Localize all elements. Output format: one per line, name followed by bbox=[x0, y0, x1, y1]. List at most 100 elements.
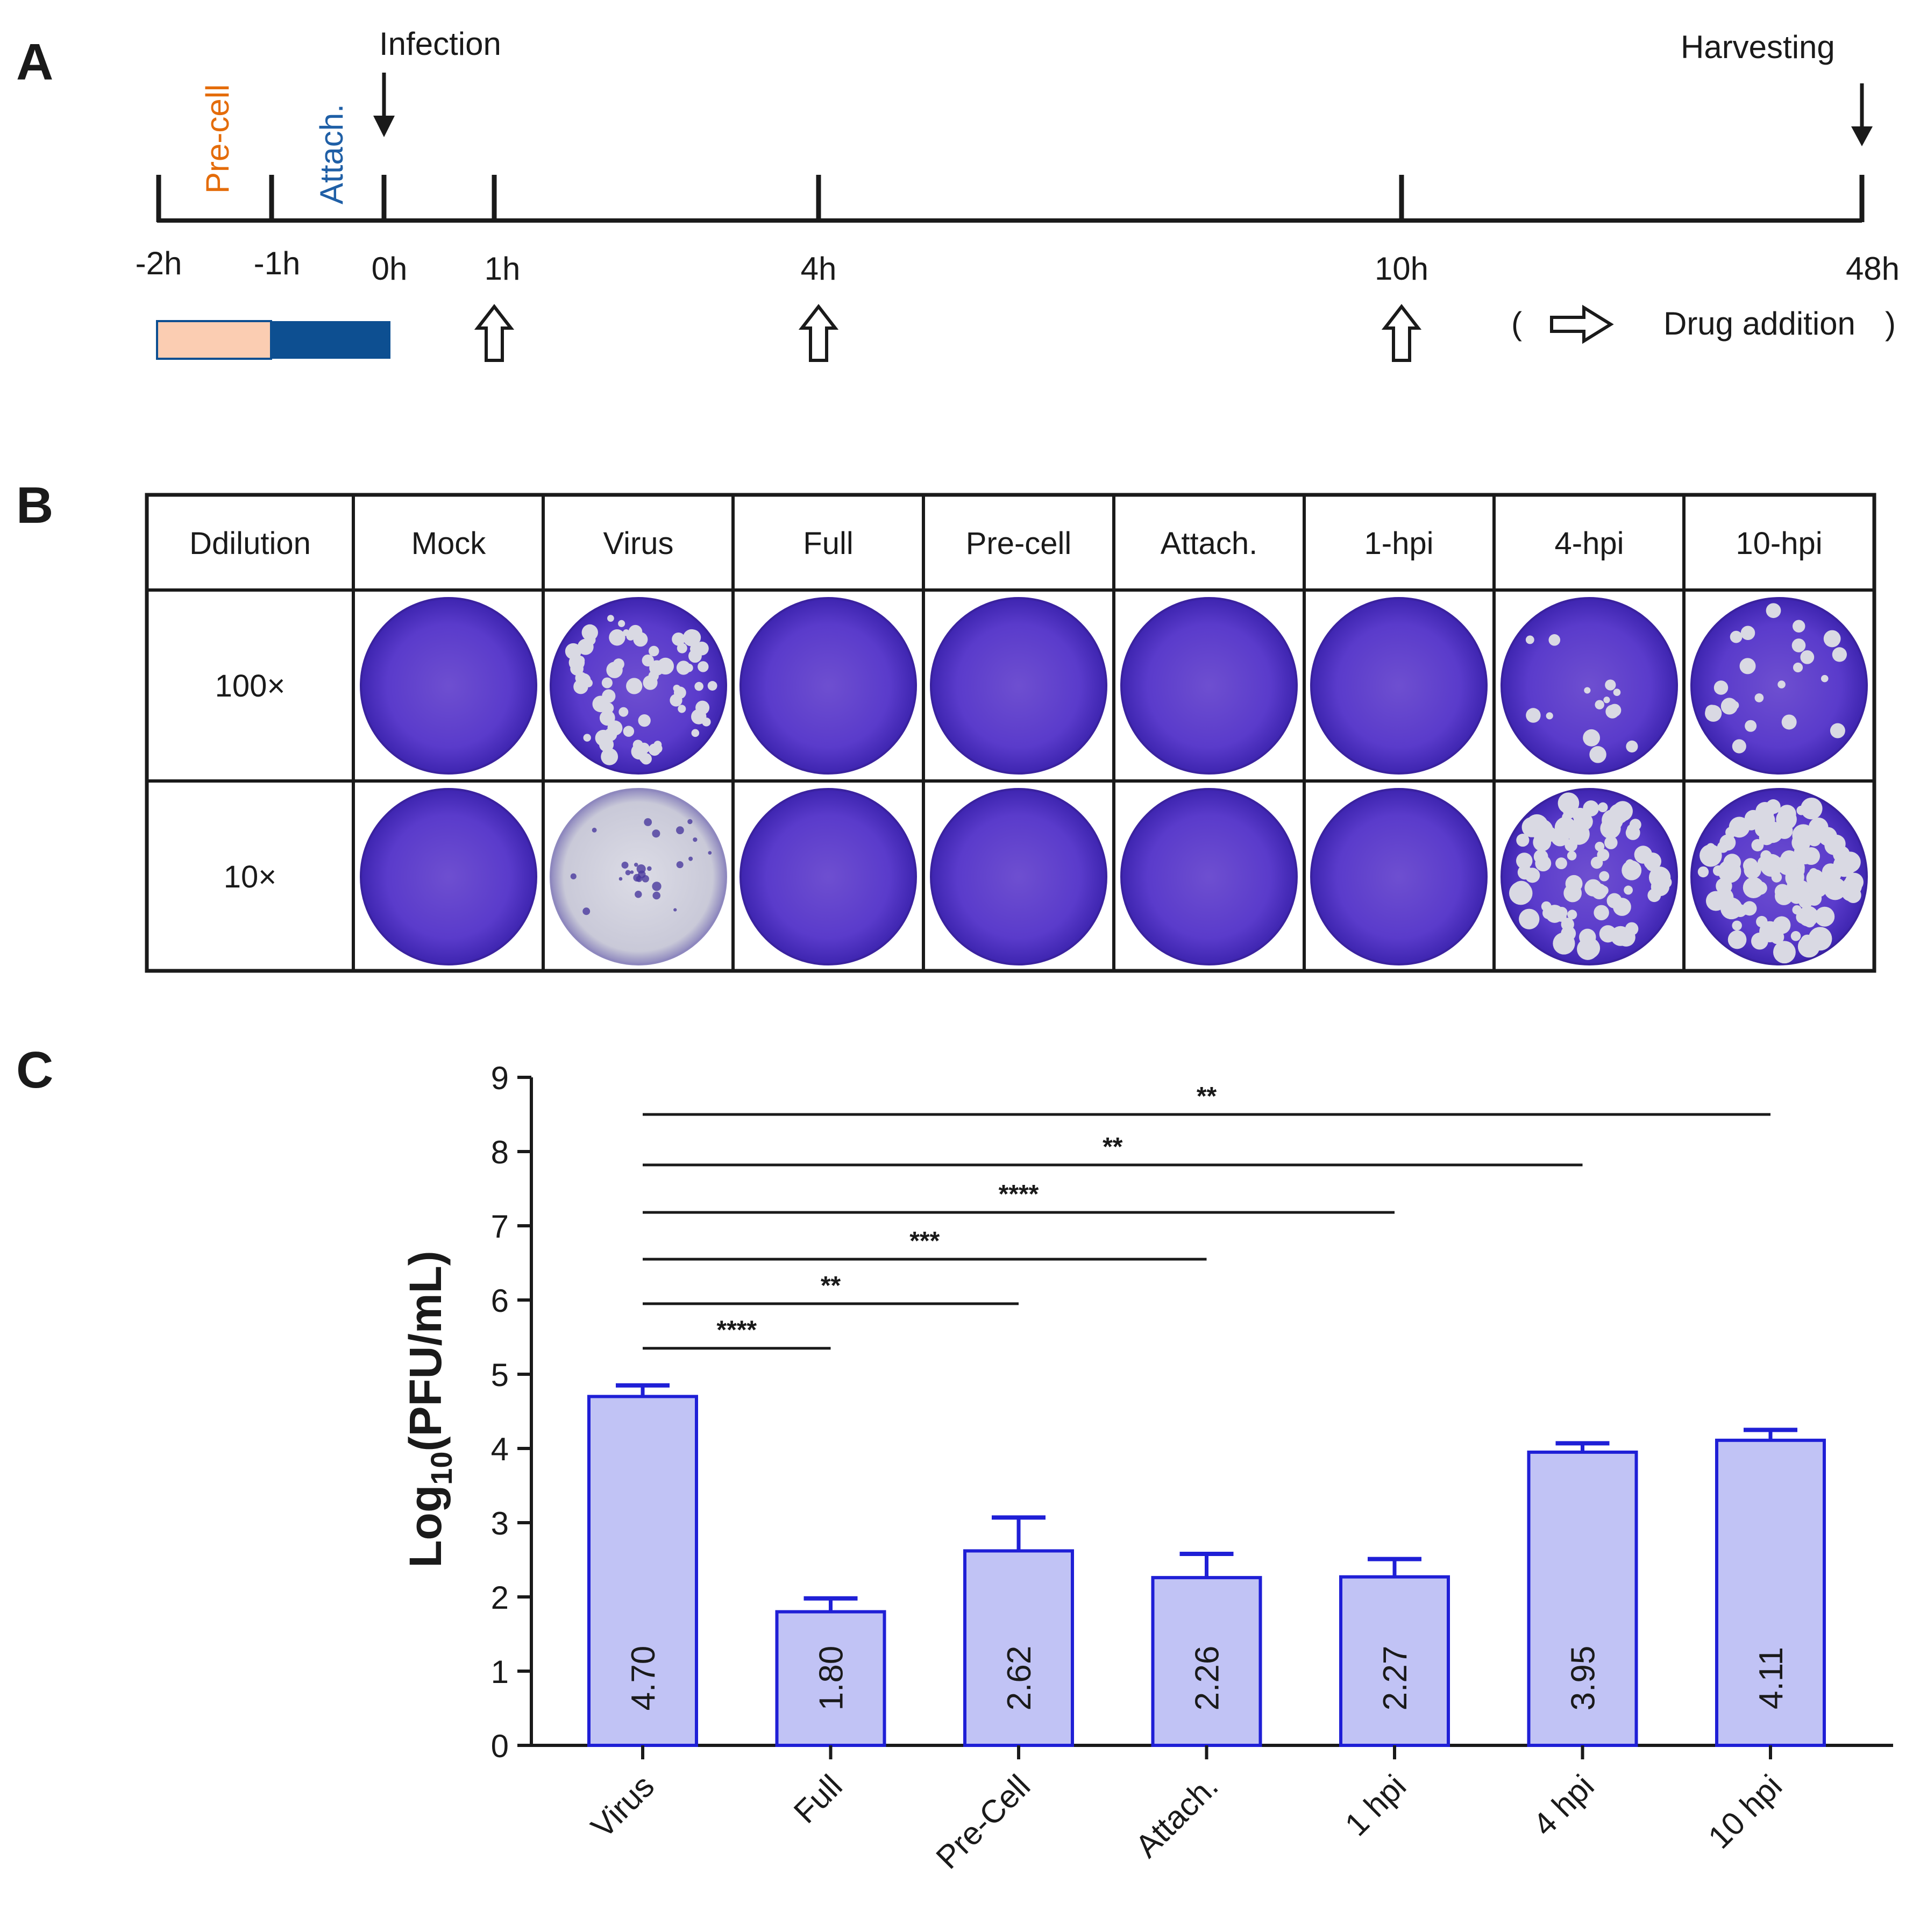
precell-period-bar bbox=[156, 320, 272, 360]
plaque-spot bbox=[1516, 834, 1530, 847]
stain-spot bbox=[630, 870, 634, 874]
timeline-time-labels: -2h -1h 0h 1h 4h 10h 48h bbox=[136, 245, 1900, 287]
plaque-dish bbox=[360, 597, 537, 775]
y-tick-label: 8 bbox=[491, 1134, 509, 1170]
plaque-spot bbox=[672, 632, 685, 646]
plaque-spot bbox=[698, 661, 709, 672]
plaque-dish bbox=[739, 597, 917, 775]
plaque-spot bbox=[1594, 905, 1609, 921]
plaque-spot bbox=[652, 743, 663, 754]
y-tick-label: 5 bbox=[491, 1357, 509, 1393]
plaque-spot bbox=[1519, 908, 1540, 929]
plaque-spot bbox=[1718, 860, 1741, 883]
col-header: Full bbox=[803, 526, 853, 561]
plaque-spot bbox=[694, 681, 703, 691]
col-header: Mock bbox=[411, 526, 487, 561]
plaque-spot bbox=[1781, 714, 1797, 730]
col-header: 10-hpi bbox=[1736, 526, 1822, 561]
plaque-spot bbox=[1793, 662, 1803, 673]
bar-value-label: 4.11 bbox=[1753, 1647, 1790, 1709]
plaque-spot bbox=[1517, 856, 1529, 868]
significance-label: **** bbox=[716, 1316, 757, 1345]
stain-spot bbox=[644, 818, 652, 826]
plaque-spot bbox=[648, 645, 659, 657]
bar bbox=[1715, 1438, 1826, 1748]
stain-spot bbox=[592, 827, 597, 833]
plaque-spot bbox=[1525, 635, 1534, 644]
plaque-spot bbox=[1548, 634, 1561, 646]
plaque-spot bbox=[1756, 915, 1768, 928]
plaque-spot bbox=[1832, 877, 1841, 886]
plaque-spot bbox=[707, 681, 717, 691]
plaque-spot bbox=[626, 678, 643, 694]
plaque-spot bbox=[581, 624, 598, 641]
plaque-spot bbox=[1509, 881, 1533, 905]
plaque-spot bbox=[1802, 847, 1821, 865]
attach-label: Attach. bbox=[314, 104, 350, 204]
plaque-spot bbox=[1651, 877, 1670, 896]
time-label: -1h bbox=[254, 245, 301, 281]
plaque-dish bbox=[739, 788, 917, 965]
plaque-spot bbox=[1565, 875, 1583, 892]
y-axis-label-rest: (PFU/mL) bbox=[400, 1251, 451, 1451]
plaque-spot bbox=[1797, 935, 1820, 958]
plaque-dish bbox=[1120, 597, 1298, 775]
plaque-spot bbox=[1830, 723, 1845, 738]
plaque-spot bbox=[603, 702, 614, 714]
panel-label-b: B bbox=[16, 477, 53, 534]
plaque-dish bbox=[1501, 597, 1678, 775]
significance-label: ** bbox=[821, 1272, 841, 1300]
stain-spot bbox=[693, 837, 698, 842]
time-label: 10h bbox=[1375, 251, 1428, 287]
plaque-spot bbox=[1599, 925, 1617, 943]
significance-label: ** bbox=[1197, 1082, 1217, 1111]
plaque-spot bbox=[1558, 818, 1570, 830]
time-label: 1h bbox=[485, 251, 521, 287]
col-header: 4-hpi bbox=[1555, 526, 1624, 561]
precell-label: Pre-cell bbox=[200, 84, 236, 194]
stain-spot bbox=[673, 908, 677, 912]
stain-spot bbox=[635, 890, 642, 898]
plaque-spot bbox=[1792, 905, 1802, 915]
plaque-spot bbox=[643, 675, 658, 690]
plaque-spot bbox=[607, 615, 614, 622]
plaque-spot bbox=[583, 734, 591, 742]
y-axis-label-main: Log bbox=[400, 1485, 451, 1568]
bar-value-label: 2.27 bbox=[1377, 1646, 1414, 1711]
plaque-spot bbox=[1603, 697, 1610, 704]
plaque-spot bbox=[1807, 832, 1822, 847]
legend-close-paren: ) bbox=[1885, 306, 1896, 342]
plaque-spot bbox=[1561, 926, 1576, 941]
plaque-spot bbox=[1790, 931, 1801, 941]
plaque-spot bbox=[618, 707, 629, 717]
plaque-spot bbox=[1809, 881, 1825, 898]
significance-bars: ***************** bbox=[643, 1082, 1770, 1350]
plaque-table: Ddilution Mock Virus Full Pre-cell Attac… bbox=[145, 493, 1876, 973]
stain-spot bbox=[636, 864, 646, 874]
y-tick-label: 4 bbox=[491, 1431, 509, 1467]
panel-label-c: C bbox=[16, 1041, 53, 1099]
bar-value-label: 3.95 bbox=[1565, 1646, 1602, 1711]
plaque-spot bbox=[1801, 797, 1823, 820]
plaque-spot bbox=[691, 709, 707, 724]
plaque-spot bbox=[1809, 868, 1818, 877]
bar-value-label: 2.26 bbox=[1189, 1646, 1226, 1711]
x-tick-label: 10 hpi bbox=[1701, 1768, 1789, 1856]
plaque-spot bbox=[1595, 700, 1604, 709]
stain-spot bbox=[652, 882, 662, 891]
bar-value-label: 2.62 bbox=[1001, 1646, 1038, 1711]
plaque-spot bbox=[1591, 883, 1608, 899]
x-tick-label: Attach. bbox=[1128, 1768, 1225, 1864]
plaque-spot bbox=[1624, 885, 1633, 895]
time-label: 0h bbox=[372, 251, 408, 287]
stain-spot bbox=[625, 870, 631, 876]
y-tick-label: 6 bbox=[491, 1283, 509, 1319]
plaque-spot bbox=[1777, 680, 1786, 688]
time-label: 48h bbox=[1846, 251, 1900, 287]
infection-label: Infection bbox=[379, 26, 501, 62]
plaque-spot bbox=[1773, 916, 1791, 934]
plaque-spot bbox=[1773, 941, 1796, 964]
plaque-dish bbox=[1310, 597, 1488, 775]
plaque-spot bbox=[1533, 849, 1548, 864]
